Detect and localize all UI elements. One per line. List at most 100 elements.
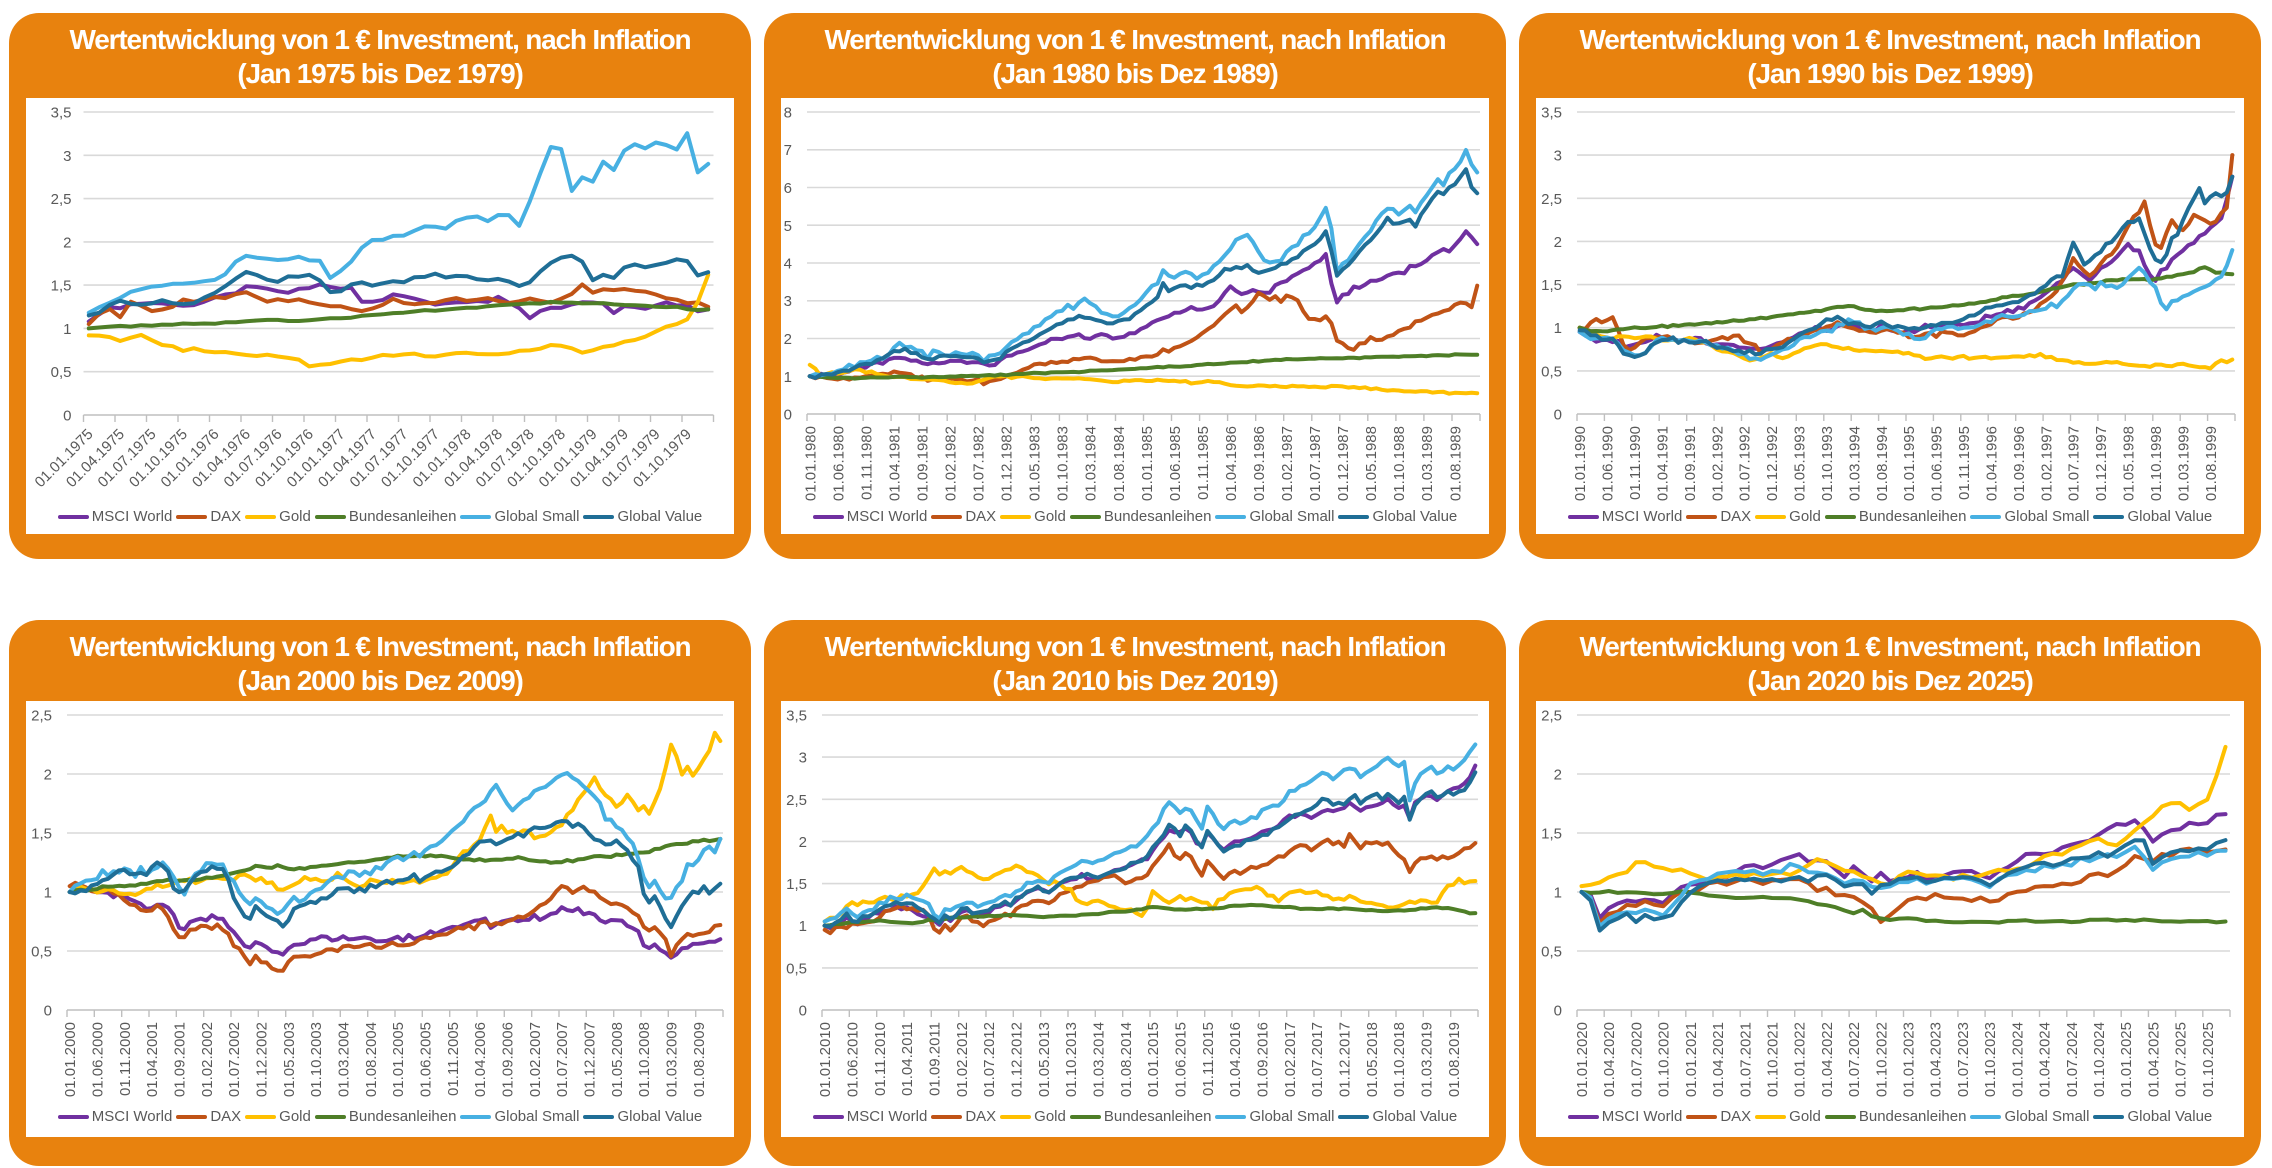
svg-text:01.09.2006: 01.09.2006 (500, 1022, 517, 1097)
svg-text:1,5: 1,5 (786, 876, 807, 893)
svg-text:01.04.2024: 01.04.2024 (2037, 1022, 2054, 1097)
svg-text:01.01.2010: 01.01.2010 (817, 1022, 834, 1097)
svg-text:01.04.2023: 01.04.2023 (1928, 1022, 1945, 1097)
svg-text:01.04.2025: 01.04.2025 (2145, 1022, 2162, 1097)
svg-text:01.02.2007: 01.02.2007 (527, 1022, 544, 1097)
svg-text:01.09.2011: 01.09.2011 (927, 1022, 944, 1096)
svg-text:01.11.2005: 01.11.2005 (445, 1022, 462, 1096)
svg-text:01.02.1982: 01.02.1982 (943, 426, 960, 501)
svg-text:01.11.1990: 01.11.1990 (1627, 426, 1644, 500)
svg-text:01.06.1985: 01.06.1985 (1167, 426, 1184, 501)
svg-text:2,5: 2,5 (31, 708, 52, 725)
svg-text:01.06.1990: 01.06.1990 (1600, 426, 1617, 501)
svg-text:01.10.2018: 01.10.2018 (1391, 1022, 1408, 1097)
svg-text:3,5: 3,5 (786, 708, 807, 725)
svg-text:8: 8 (784, 105, 792, 122)
svg-text:01.10.2020: 01.10.2020 (1656, 1022, 1673, 1097)
svg-text:01.09.1991: 01.09.1991 (1682, 426, 1699, 501)
svg-text:3: 3 (63, 148, 71, 165)
svg-text:01.07.1987: 01.07.1987 (1307, 426, 1324, 501)
svg-text:01.03.1984: 01.03.1984 (1083, 426, 1100, 501)
svg-text:01.12.1982: 01.12.1982 (999, 426, 1016, 501)
svg-text:0,5: 0,5 (1541, 363, 1562, 380)
svg-text:2: 2 (44, 767, 52, 784)
svg-text:2: 2 (1554, 234, 1562, 251)
svg-text:01.07.2025: 01.07.2025 (2173, 1022, 2190, 1097)
svg-text:01.10.2003: 01.10.2003 (308, 1022, 325, 1097)
svg-text:01.01.2025: 01.01.2025 (2118, 1022, 2135, 1097)
svg-text:01.10.1998: 01.10.1998 (2148, 426, 2165, 501)
svg-text:01.11.2000: 01.11.2000 (117, 1022, 134, 1096)
svg-text:01.04.2011: 01.04.2011 (899, 1022, 916, 1096)
svg-text:01.01.2000: 01.01.2000 (62, 1022, 79, 1097)
svg-text:0: 0 (784, 407, 792, 424)
svg-text:01.12.2017: 01.12.2017 (1337, 1022, 1354, 1097)
svg-text:01.02.2002: 01.02.2002 (199, 1022, 216, 1097)
svg-text:01.03.2014: 01.03.2014 (1091, 1022, 1108, 1097)
svg-text:01.07.1992: 01.07.1992 (1737, 426, 1754, 501)
svg-text:01.04.2016: 01.04.2016 (1227, 1022, 1244, 1097)
svg-text:01.07.2023: 01.07.2023 (1955, 1022, 1972, 1097)
svg-text:01.07.2024: 01.07.2024 (2064, 1022, 2081, 1097)
svg-text:01.06.2000: 01.06.2000 (90, 1022, 107, 1097)
svg-text:01.07.1982: 01.07.1982 (971, 426, 988, 501)
svg-text:01.06.2015: 01.06.2015 (1173, 1022, 1190, 1097)
svg-text:01.05.1998: 01.05.1998 (2121, 426, 2138, 501)
svg-text:01.06.2005: 01.06.2005 (418, 1022, 435, 1097)
svg-text:3,5: 3,5 (1541, 105, 1562, 122)
svg-text:01.07.1997: 01.07.1997 (2066, 426, 2083, 501)
svg-text:01.02.2012: 01.02.2012 (954, 1022, 971, 1097)
svg-text:01.08.2019: 01.08.2019 (1446, 1022, 1463, 1097)
svg-text:01.06.1980: 01.06.1980 (830, 426, 847, 501)
svg-text:1: 1 (44, 885, 52, 902)
svg-text:0,5: 0,5 (31, 944, 52, 961)
svg-text:01.10.1983: 01.10.1983 (1055, 426, 1072, 501)
svg-text:01.05.2018: 01.05.2018 (1364, 1022, 1381, 1097)
svg-text:01.07.2007: 01.07.2007 (554, 1022, 571, 1097)
svg-text:01.07.2020: 01.07.2020 (1629, 1022, 1646, 1097)
svg-text:1: 1 (1554, 885, 1562, 902)
svg-text:01.02.1987: 01.02.1987 (1279, 426, 1296, 501)
svg-text:01.01.2020: 01.01.2020 (1574, 1022, 1591, 1097)
svg-text:01.04.2022: 01.04.2022 (1819, 1022, 1836, 1097)
svg-text:01.11.1995: 01.11.1995 (1956, 426, 1973, 500)
svg-text:01.01.2022: 01.01.2022 (1792, 1022, 1809, 1097)
svg-text:01.05.2013: 01.05.2013 (1036, 1022, 1053, 1097)
svg-text:01.08.2009: 01.08.2009 (691, 1022, 708, 1097)
svg-text:1: 1 (1554, 320, 1562, 337)
svg-text:01.05.1993: 01.05.1993 (1792, 426, 1809, 501)
svg-text:01.12.1997: 01.12.1997 (2093, 426, 2110, 501)
svg-text:01.03.1989: 01.03.1989 (1419, 426, 1436, 501)
svg-text:01.10.2023: 01.10.2023 (1982, 1022, 1999, 1097)
svg-text:01.11.2015: 01.11.2015 (1200, 1022, 1217, 1096)
svg-text:3: 3 (799, 750, 807, 767)
svg-text:01.01.2023: 01.01.2023 (1901, 1022, 1918, 1097)
svg-text:2,5: 2,5 (1541, 708, 1562, 725)
svg-text:3,5: 3,5 (51, 105, 72, 122)
svg-text:4: 4 (784, 256, 792, 273)
svg-text:2: 2 (784, 331, 792, 348)
svg-text:7: 7 (784, 142, 792, 159)
svg-text:01.09.1981: 01.09.1981 (915, 426, 932, 501)
svg-text:01.01.2005: 01.01.2005 (390, 1022, 407, 1097)
svg-text:1,5: 1,5 (31, 826, 52, 843)
svg-text:0,5: 0,5 (51, 364, 72, 381)
svg-text:01.11.1980: 01.11.1980 (858, 426, 875, 500)
svg-text:01.04.2006: 01.04.2006 (472, 1022, 489, 1097)
svg-text:01.02.2017: 01.02.2017 (1282, 1022, 1299, 1097)
svg-text:01.11.1985: 01.11.1985 (1195, 426, 1212, 500)
svg-text:01.09.1986: 01.09.1986 (1251, 426, 1268, 501)
svg-text:01.04.1996: 01.04.1996 (1984, 426, 2001, 501)
svg-text:01.10.2013: 01.10.2013 (1063, 1022, 1080, 1097)
svg-text:01.06.2010: 01.06.2010 (845, 1022, 862, 1097)
svg-text:2,5: 2,5 (1541, 191, 1562, 208)
svg-text:01.01.1990: 01.01.1990 (1572, 426, 1589, 501)
svg-text:01.12.2002: 01.12.2002 (254, 1022, 271, 1097)
svg-text:01.04.2020: 01.04.2020 (1601, 1022, 1618, 1097)
svg-text:1: 1 (784, 369, 792, 386)
svg-text:01.08.2004: 01.08.2004 (363, 1022, 380, 1097)
svg-text:0: 0 (1554, 407, 1562, 424)
svg-text:01.10.2022: 01.10.2022 (1873, 1022, 1890, 1097)
svg-text:01.08.1989: 01.08.1989 (1447, 426, 1464, 501)
svg-text:0,5: 0,5 (786, 960, 807, 977)
